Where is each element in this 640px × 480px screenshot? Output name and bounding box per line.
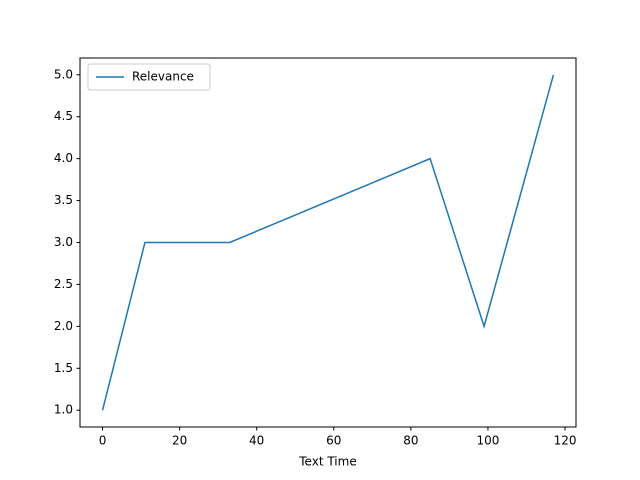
x-tick-label: 80: [403, 434, 418, 448]
legend-box: [87, 63, 211, 91]
x-tick-label: 20: [172, 434, 187, 448]
y-tick-label: 3.0: [54, 235, 73, 249]
x-tick-label: 100: [476, 434, 499, 448]
legend-label: Relevance: [132, 70, 194, 84]
y-tick-label: 1.0: [54, 403, 73, 417]
y-tick-label: 2.0: [54, 319, 73, 333]
x-axis-label: Text Time: [298, 455, 356, 469]
y-tick-label: 5.0: [54, 67, 73, 81]
y-tick-label: 4.5: [54, 109, 73, 123]
x-tick-label: 40: [249, 434, 264, 448]
y-tick-label: 1.5: [54, 361, 73, 375]
y-tick-label: 3.5: [54, 193, 73, 207]
line-series: [101, 74, 555, 411]
x-tick-label: 120: [554, 434, 577, 448]
y-tick-label: 4.0: [54, 151, 73, 165]
x-tick-label: 0: [99, 434, 107, 448]
y-tick-label: 2.5: [54, 277, 73, 291]
x-tick-label: 60: [326, 434, 341, 448]
